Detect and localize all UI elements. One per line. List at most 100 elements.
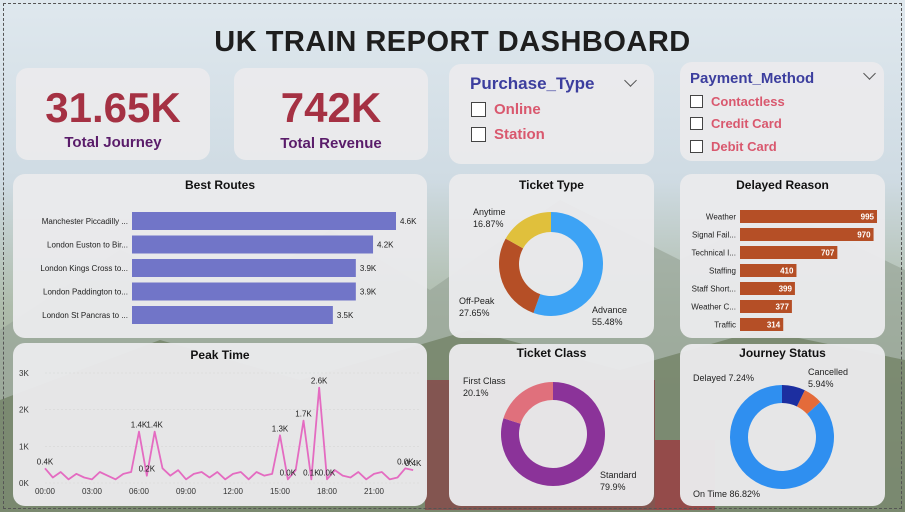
x-tick-label: 15:00 (270, 487, 291, 496)
slice-label: On Time 86.82% (693, 489, 760, 499)
checkbox[interactable] (471, 127, 486, 142)
kpi-total-journey-value: 31.65K (45, 84, 181, 131)
data-label: 399 (779, 285, 793, 294)
y-tick-label: 1K (19, 442, 29, 451)
chevron-down-icon[interactable] (624, 74, 637, 87)
journey-status-chart: On Time 86.82% Delayed 7.24% Cancelled 5.94… (693, 367, 848, 499)
delayed-reason-card: Delayed Reason Weather 995 Signal Fail... 9… (680, 174, 885, 338)
purchase-type-title: Purchase_Type (470, 74, 595, 93)
category-label: London Paddington to... (43, 288, 128, 297)
category-label: Staff Short... (692, 285, 736, 294)
bar (740, 246, 838, 259)
category-label: Signal Fail... (692, 231, 736, 240)
data-label: 0.1K (303, 468, 320, 477)
y-tick-label: 0K (19, 479, 29, 488)
slicer-option-station[interactable]: Station (471, 126, 545, 143)
slicer-option-label: Online (494, 101, 541, 118)
ticket-class-card: Ticket Class Standard 79.9% First Class 20.… (449, 344, 654, 506)
slice-label: 20.1% (463, 388, 489, 398)
chart-title: Ticket Type (519, 178, 584, 192)
data-label: 4.6K (400, 217, 417, 226)
category-label: Weather C... (691, 303, 736, 312)
bar (132, 282, 356, 301)
peak-time-chart: 0K 1K 2K 3K 00:00 03:00 06:00 09:00 12:00 15:00 18… (19, 369, 422, 496)
category-label: Technical I... (692, 249, 736, 258)
slice-label: Anytime (473, 207, 506, 217)
slice-label: Off-Peak (459, 296, 495, 306)
chart-title: Delayed Reason (736, 178, 829, 192)
y-tick-label: 3K (19, 369, 29, 378)
data-label: 377 (776, 303, 790, 312)
category-label: Traffic (714, 321, 736, 330)
y-tick-label: 2K (19, 406, 29, 415)
x-tick-label: 12:00 (223, 487, 244, 496)
peak-time-card: Peak Time 0K 1K 2K 3K 00:00 03:00 06:00 09:00 12… (13, 343, 427, 506)
data-label: 410 (780, 267, 794, 276)
slice-label: Delayed 7.24% (693, 373, 754, 383)
category-label: Weather (706, 213, 736, 222)
ticket-class-chart: Standard 79.9% First Class 20.1% (463, 376, 637, 492)
ticket-type-chart: Advance 55.48% Off-Peak 27.65% Anytime 16.87% (459, 207, 627, 327)
slice (501, 382, 605, 486)
journey-status-card: Journey Status On Time 86.82% Delayed 7.2… (680, 344, 885, 506)
data-label: 4.2K (377, 241, 394, 250)
slicer-option-credit-card[interactable]: Credit Card (690, 116, 782, 131)
data-label: 314 (767, 321, 781, 330)
checkbox[interactable] (471, 102, 486, 117)
data-label: 0.4K (37, 457, 54, 466)
slice (796, 390, 821, 415)
kpi-total-revenue-value: 742K (280, 84, 382, 131)
best-routes-card: Best Routes Manchester Piccadilly ... 4.6… (13, 174, 427, 338)
slice (503, 382, 553, 424)
bar (740, 300, 792, 313)
bar (132, 235, 374, 254)
x-tick-label: 21:00 (364, 487, 385, 496)
slice (499, 238, 541, 313)
payment-method-title: Payment_Method (690, 70, 815, 87)
series-line (44, 386, 414, 481)
slicer-option-label: Station (494, 126, 545, 143)
slice-label: 79.9% (600, 482, 626, 492)
data-label: 0.0K (397, 457, 414, 466)
category-label: London St Pancras to ... (42, 311, 128, 320)
x-tick-label: 03:00 (82, 487, 103, 496)
chevron-down-icon[interactable] (863, 67, 876, 80)
kpi-total-revenue-card: 742K Total Revenue (234, 68, 428, 160)
data-label: 0.0K (319, 468, 336, 477)
checkbox[interactable] (690, 95, 703, 108)
category-label: London Kings Cross to... (40, 264, 128, 273)
kpi-total-journey-card: 31.65K Total Journey (16, 68, 210, 160)
data-label: 1.4K (146, 421, 163, 430)
dashboard-frame (3, 3, 902, 509)
data-label: 3.9K (360, 288, 377, 297)
category-label: London Euston to Bir... (47, 241, 128, 250)
data-label: 1.3K (272, 424, 289, 433)
payment-method-slicer: Payment_Method Contactless Credit Card D… (680, 62, 884, 161)
data-label: 1.4K (131, 421, 148, 430)
slice-label: Standard (600, 470, 637, 480)
bar (740, 318, 784, 331)
checkbox[interactable] (690, 117, 703, 130)
slicer-option-contactless[interactable]: Contactless (690, 94, 785, 109)
bar (132, 212, 396, 230)
slice-label: Cancelled (808, 367, 848, 377)
data-label: 707 (821, 249, 835, 258)
slice (533, 212, 603, 316)
bar (740, 228, 874, 241)
bar (132, 259, 356, 277)
purchase-type-slicer: Purchase_Type Online Station (449, 64, 654, 164)
slice-label: First Class (463, 376, 506, 386)
slice (505, 212, 551, 249)
bar (740, 210, 877, 223)
data-label: 0.4K (405, 459, 422, 468)
category-label: Staffing (709, 267, 736, 276)
ticket-type-card: Ticket Type Advance 55.48% Off-Peak 27.65% A… (449, 174, 654, 338)
slicer-option-debit-card[interactable]: Debit Card (690, 139, 777, 154)
checkbox[interactable] (690, 140, 703, 153)
slice-label: 27.65% (459, 308, 490, 318)
data-label: 970 (857, 231, 871, 240)
x-tick-label: 00:00 (35, 487, 56, 496)
slicer-option-online[interactable]: Online (471, 101, 541, 118)
chart-title: Ticket Class (516, 346, 587, 360)
x-tick-label: 06:00 (129, 487, 150, 496)
